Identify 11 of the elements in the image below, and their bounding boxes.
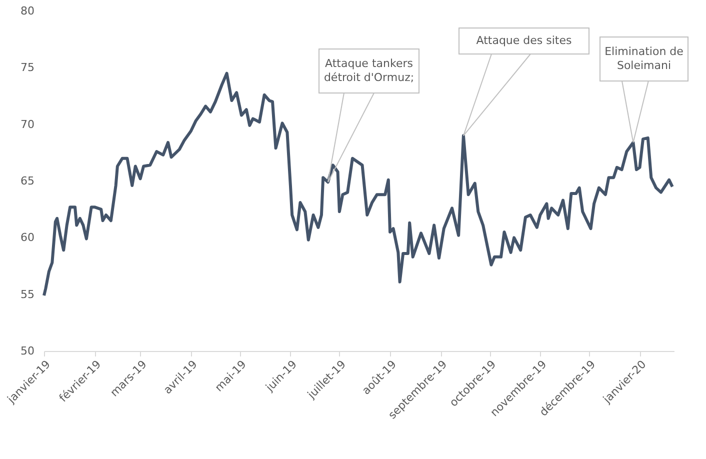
- y-tick-label: 55: [20, 288, 34, 301]
- y-tick-label: 65: [20, 174, 34, 188]
- annotation: Attaque tankers détroit d'Ormuz;: [324, 57, 414, 84]
- y-tick-label: 75: [20, 61, 34, 74]
- y-tick-label: 50: [20, 344, 34, 358]
- annotation: Attaque des sites: [476, 34, 572, 47]
- y-tick-label: 80: [20, 4, 34, 18]
- y-tick-label: 60: [20, 231, 34, 244]
- annotation: Elimination de Soleimani: [604, 45, 684, 72]
- line-series: [42, 72, 674, 297]
- y-tick-label: 70: [20, 118, 34, 131]
